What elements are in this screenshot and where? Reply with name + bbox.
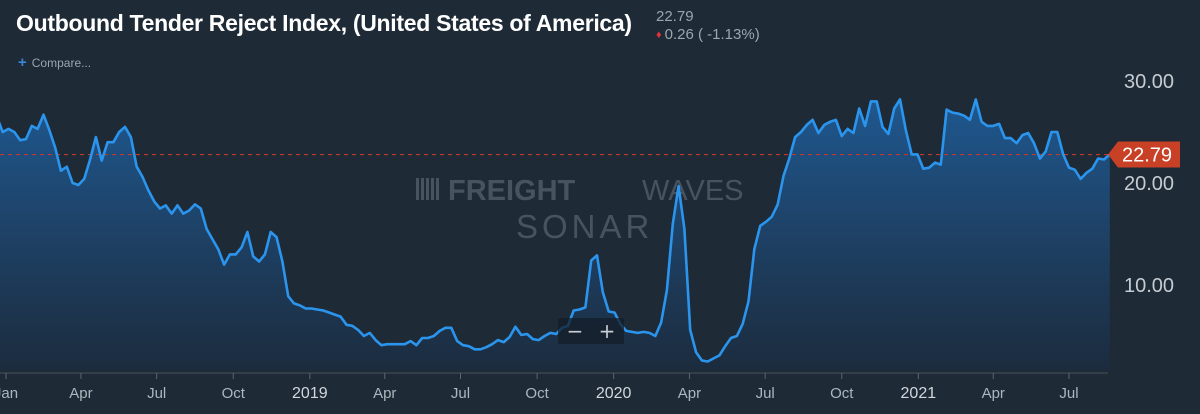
x-tick-label: Apr — [982, 385, 1005, 402]
series-line — [0, 98, 1111, 363]
x-tick-label: Apr — [69, 385, 92, 402]
x-tick-label: Oct — [222, 385, 246, 402]
x-tick-label: Apr — [373, 385, 396, 402]
zoom-in-button[interactable]: + — [598, 319, 616, 343]
watermark-stripes-icon — [416, 178, 439, 200]
change-row: ♦ 0.26 ( -1.13%) — [656, 26, 760, 43]
x-tick-label: 2020 — [596, 385, 632, 402]
x-tick-label: Jul — [451, 385, 470, 402]
down-arrow-icon: ♦ — [656, 29, 662, 41]
watermark-word-bold: FREIGHT — [448, 175, 576, 207]
x-tick-label: 2019 — [292, 385, 328, 402]
compare-label: Compare... — [31, 56, 92, 70]
series-area — [0, 99, 1110, 370]
zoom-out-button[interactable]: − — [566, 319, 584, 343]
watermark-word-sonar: SONAR — [516, 208, 653, 245]
x-tick-label: Apr — [678, 385, 701, 402]
last-value-badge-label: 22.79 — [1122, 145, 1172, 167]
x-tick-label: 2021 — [901, 385, 937, 402]
compare-button[interactable]: + Compare... — [18, 54, 91, 71]
last-value-label: 22.79 — [656, 8, 694, 25]
plus-icon: + — [18, 54, 27, 71]
watermark-word-light: WAVES — [642, 175, 744, 207]
x-tick-label: Jul — [1059, 385, 1078, 402]
chart-title: Outbound Tender Reject Index, (United St… — [16, 10, 632, 36]
x-tick-label: Jul — [756, 385, 775, 402]
y-tick-label: 30.00 — [1124, 71, 1174, 93]
zoom-controls: − + — [558, 318, 624, 344]
x-tick-label: Jan — [0, 385, 18, 402]
change-percent: ( -1.13%) — [698, 26, 760, 43]
watermark-logo: FREIGHT WAVES SONAR — [416, 175, 744, 245]
change-value: 0.26 — [664, 26, 694, 43]
x-tick-label: Oct — [830, 385, 854, 402]
x-tick-label: Oct — [525, 385, 549, 402]
y-tick-label: 20.00 — [1124, 173, 1174, 195]
last-value-badge — [1108, 141, 1180, 168]
y-tick-label: 10.00 — [1124, 275, 1174, 297]
x-tick-label: Jul — [147, 385, 166, 402]
